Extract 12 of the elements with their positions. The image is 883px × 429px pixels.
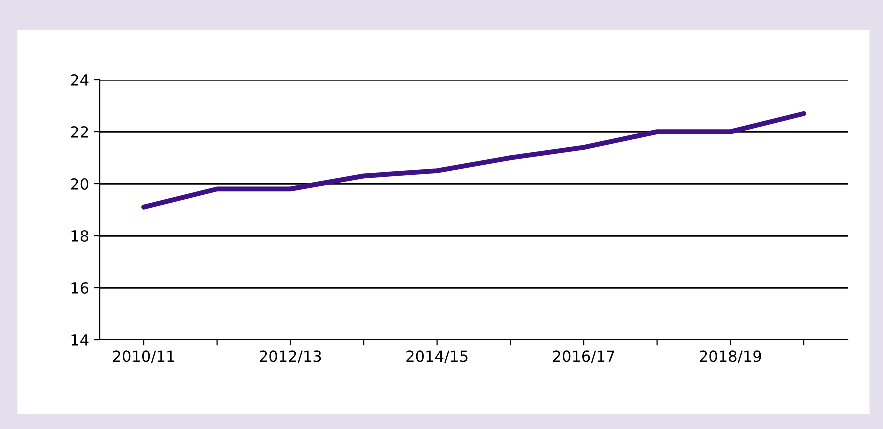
x-tick-label: 2014/15 (406, 350, 468, 364)
y-tick-label: 18 (72, 230, 89, 242)
y-tick-label: 24 (71, 74, 89, 86)
y-tick-label: 16 (72, 282, 89, 294)
y-tick-label: 20 (71, 178, 89, 190)
x-tick-label: 2010/11 (113, 350, 174, 364)
x-tick-label: 2016/17 (553, 350, 614, 364)
x-tick-label: 2018/19 (700, 350, 762, 364)
x-tick-label: 2012/13 (260, 350, 322, 364)
y-tick-label: 14 (72, 334, 89, 346)
line-series (142, 111, 806, 210)
y-tick-label: 22 (71, 126, 88, 138)
